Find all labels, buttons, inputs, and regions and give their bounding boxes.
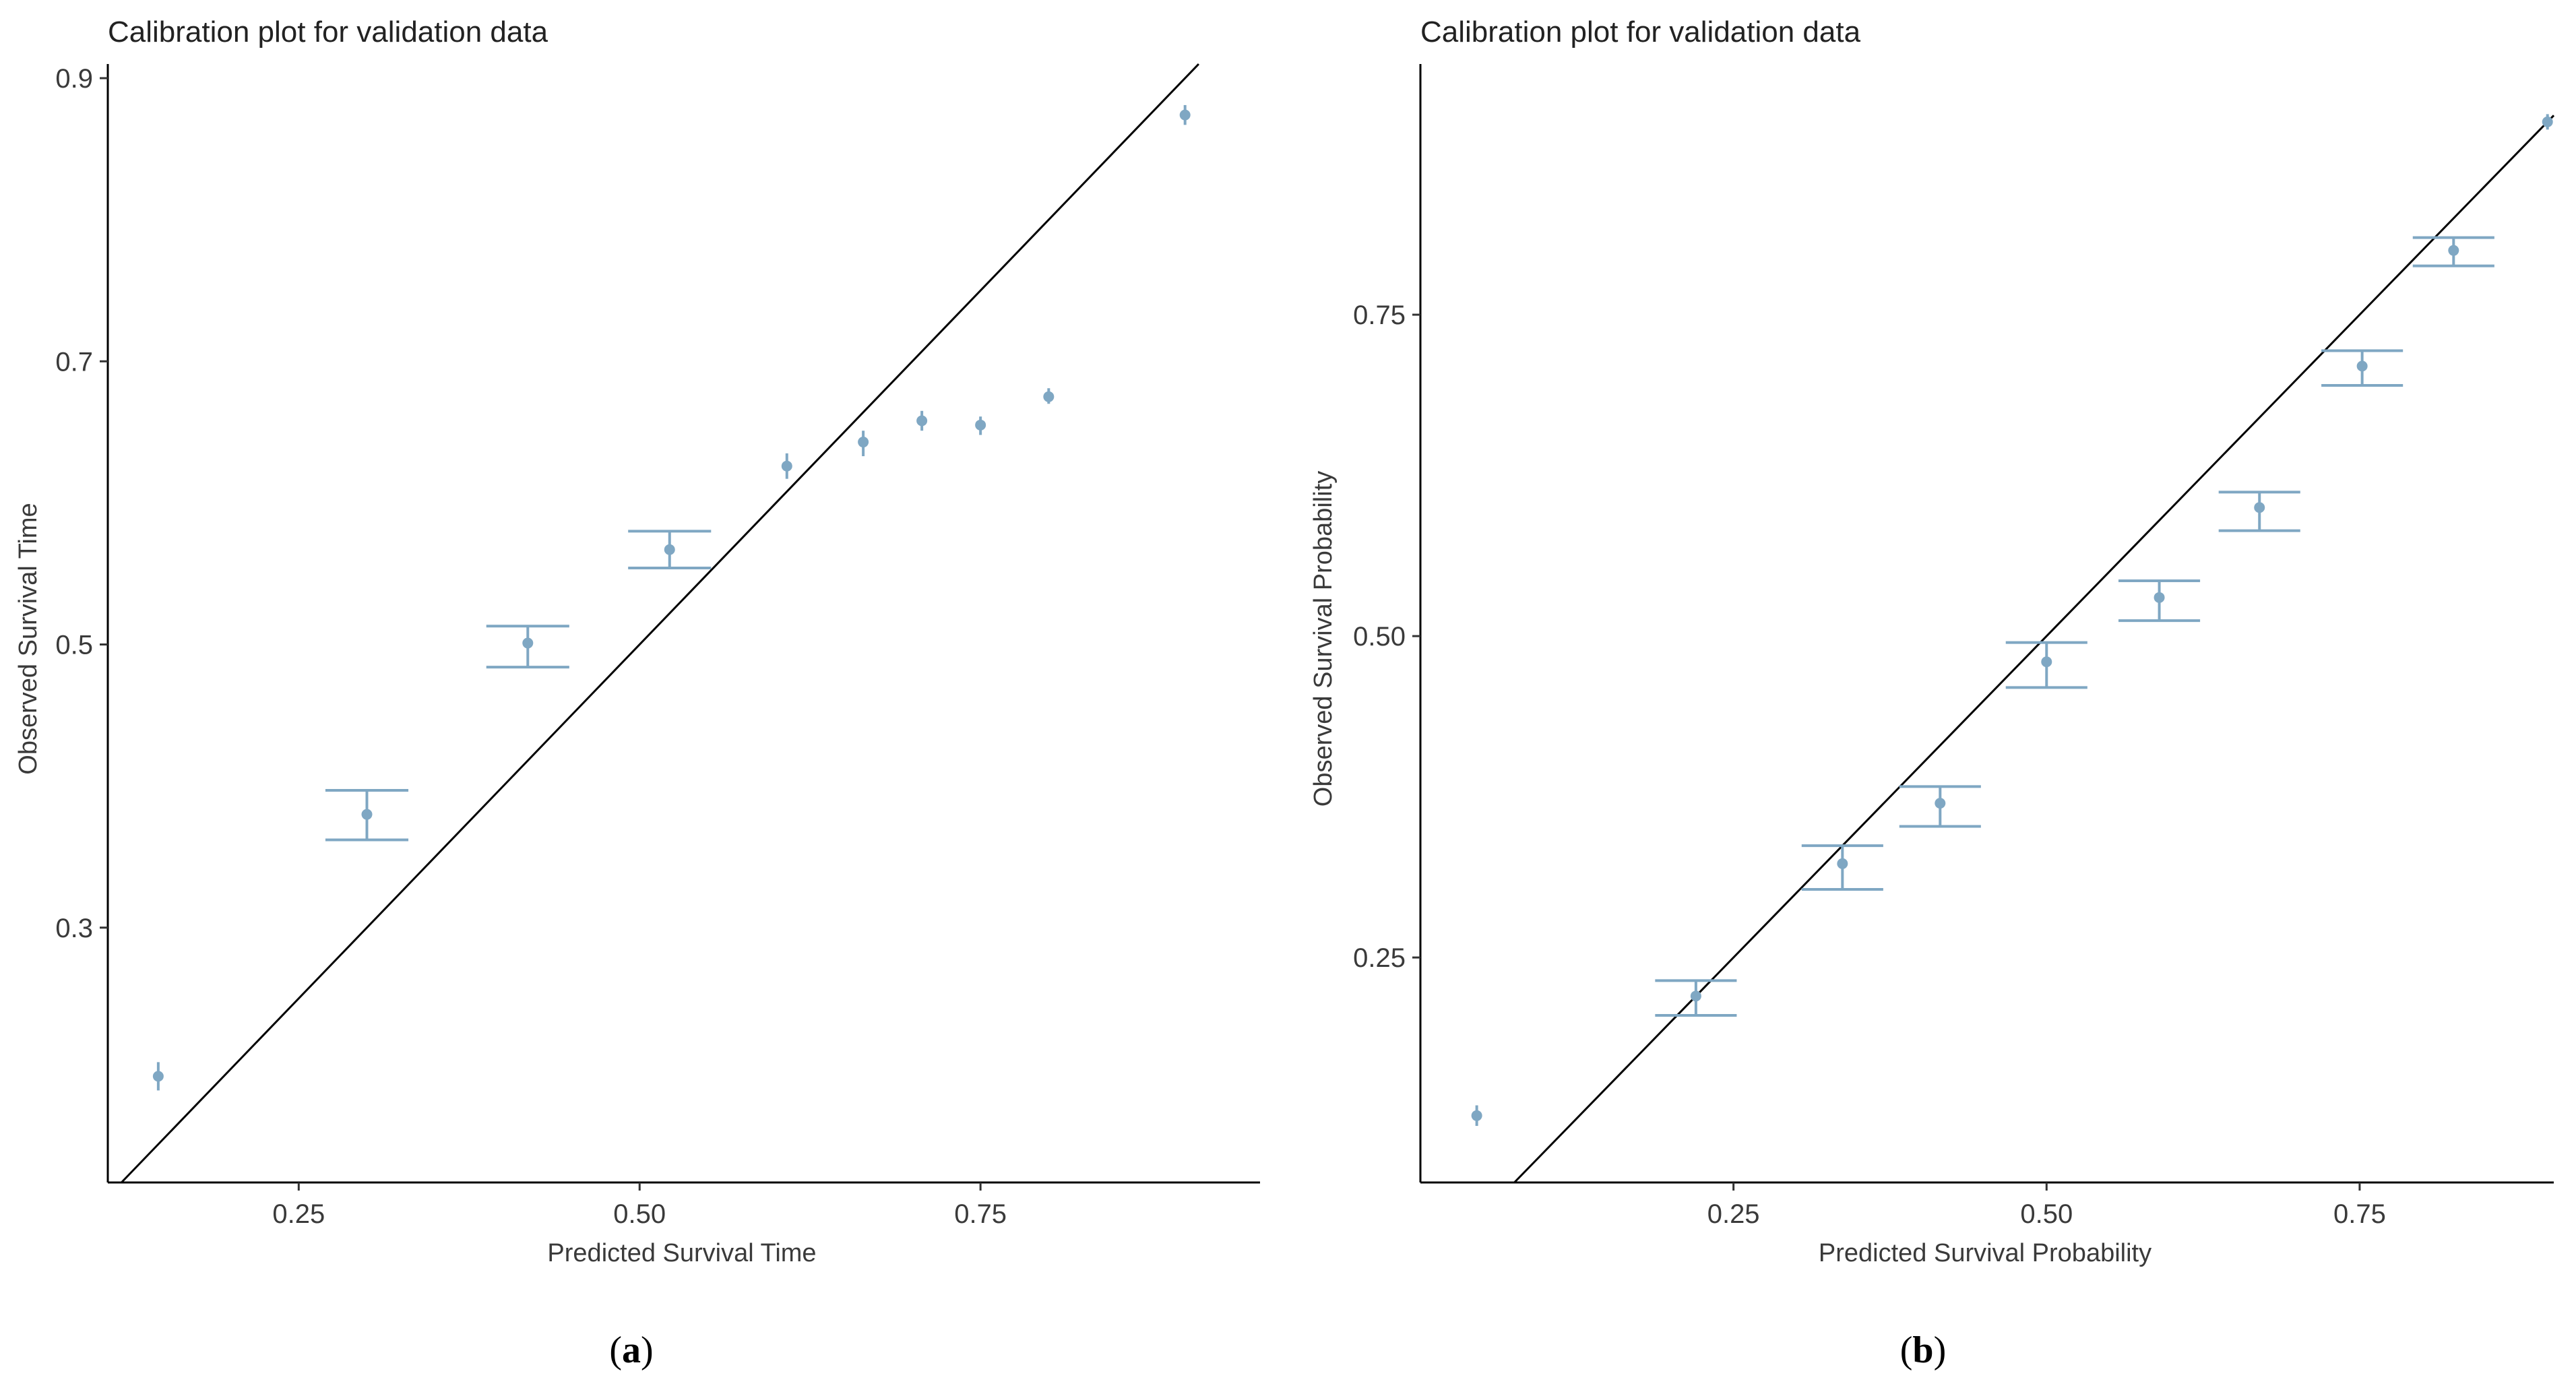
data-point-a: [975, 419, 986, 431]
plot-content-b: 0.25 0.50 0.75 0.25 0.50 0.75: [1353, 64, 2555, 1229]
data-point-b: [2448, 245, 2459, 256]
reference-line-b: [1513, 115, 2555, 1184]
data-point-b: [2041, 656, 2052, 668]
panel-label-b-close: ): [1934, 1329, 1947, 1371]
x-tick-label-b: 0.25: [1707, 1199, 1760, 1229]
x-tick-label-b: 0.50: [2020, 1199, 2073, 1229]
panel-label-b: (b): [1900, 1329, 1946, 1371]
panel-label-b-letter: b: [1912, 1329, 1933, 1371]
x-axis-title-a: Predicted Survival Time: [547, 1239, 816, 1267]
data-point-b: [1837, 858, 1848, 869]
data-point-b: [2154, 592, 2165, 603]
y-axis-title-a: Observed Survival Time: [14, 503, 42, 774]
chart-title-b: Calibration plot for validation data: [1420, 15, 1861, 49]
panel-b-chart: Calibration plot for validation data 0.2…: [1309, 15, 2555, 1371]
data-point-b: [2542, 116, 2553, 127]
y-tick-label-b: 0.75: [1353, 301, 1406, 330]
data-point-b: [2356, 360, 2368, 372]
data-point-a: [858, 437, 869, 448]
y-tick-label-a: 0.9: [55, 64, 93, 94]
data-point-b: [2254, 502, 2265, 513]
data-point-b: [1690, 990, 1701, 1002]
x-axis-title-b: Predicted Survival Probability: [1819, 1239, 2151, 1267]
panel-label-b-open: (: [1900, 1329, 1913, 1371]
data-point-b: [1471, 1110, 1482, 1121]
panel-a-chart: Calibration plot for validation data 0.2…: [14, 15, 1260, 1371]
y-tick-label-a: 0.7: [55, 347, 93, 377]
data-point-a: [152, 1071, 164, 1082]
y-axis-title-b: Observed Survival Probability: [1309, 471, 1338, 807]
data-point-a: [361, 809, 373, 820]
data-point-a: [522, 637, 534, 649]
chart-title-a: Calibration plot for validation data: [108, 15, 548, 49]
plot-content-a: 0.25 0.50 0.75 0.3 0.5 0.7 0.9: [55, 63, 1260, 1229]
y-tick-label-b: 0.50: [1353, 622, 1406, 652]
data-point-a: [1043, 391, 1055, 402]
data-point-b: [1935, 798, 1946, 809]
reference-line-a: [121, 63, 1200, 1184]
panel-label-a: (a): [609, 1329, 653, 1371]
panel-label-a-close: ): [641, 1329, 654, 1371]
data-point-a: [781, 460, 792, 472]
y-tick-label-b: 0.25: [1353, 943, 1406, 973]
y-tick-label-a: 0.5: [55, 631, 93, 660]
y-tick-label-a: 0.3: [55, 914, 93, 943]
panel-label-a-open: (: [609, 1329, 622, 1371]
panel-label-a-letter: a: [622, 1329, 641, 1371]
data-point-a: [1179, 109, 1191, 121]
x-tick-label-a: 0.25: [272, 1199, 325, 1229]
data-point-a: [664, 544, 675, 555]
data-point-a: [916, 415, 928, 427]
x-tick-label-a: 0.50: [613, 1199, 666, 1229]
x-tick-label-a: 0.75: [954, 1199, 1007, 1229]
x-tick-label-b: 0.75: [2333, 1199, 2386, 1229]
